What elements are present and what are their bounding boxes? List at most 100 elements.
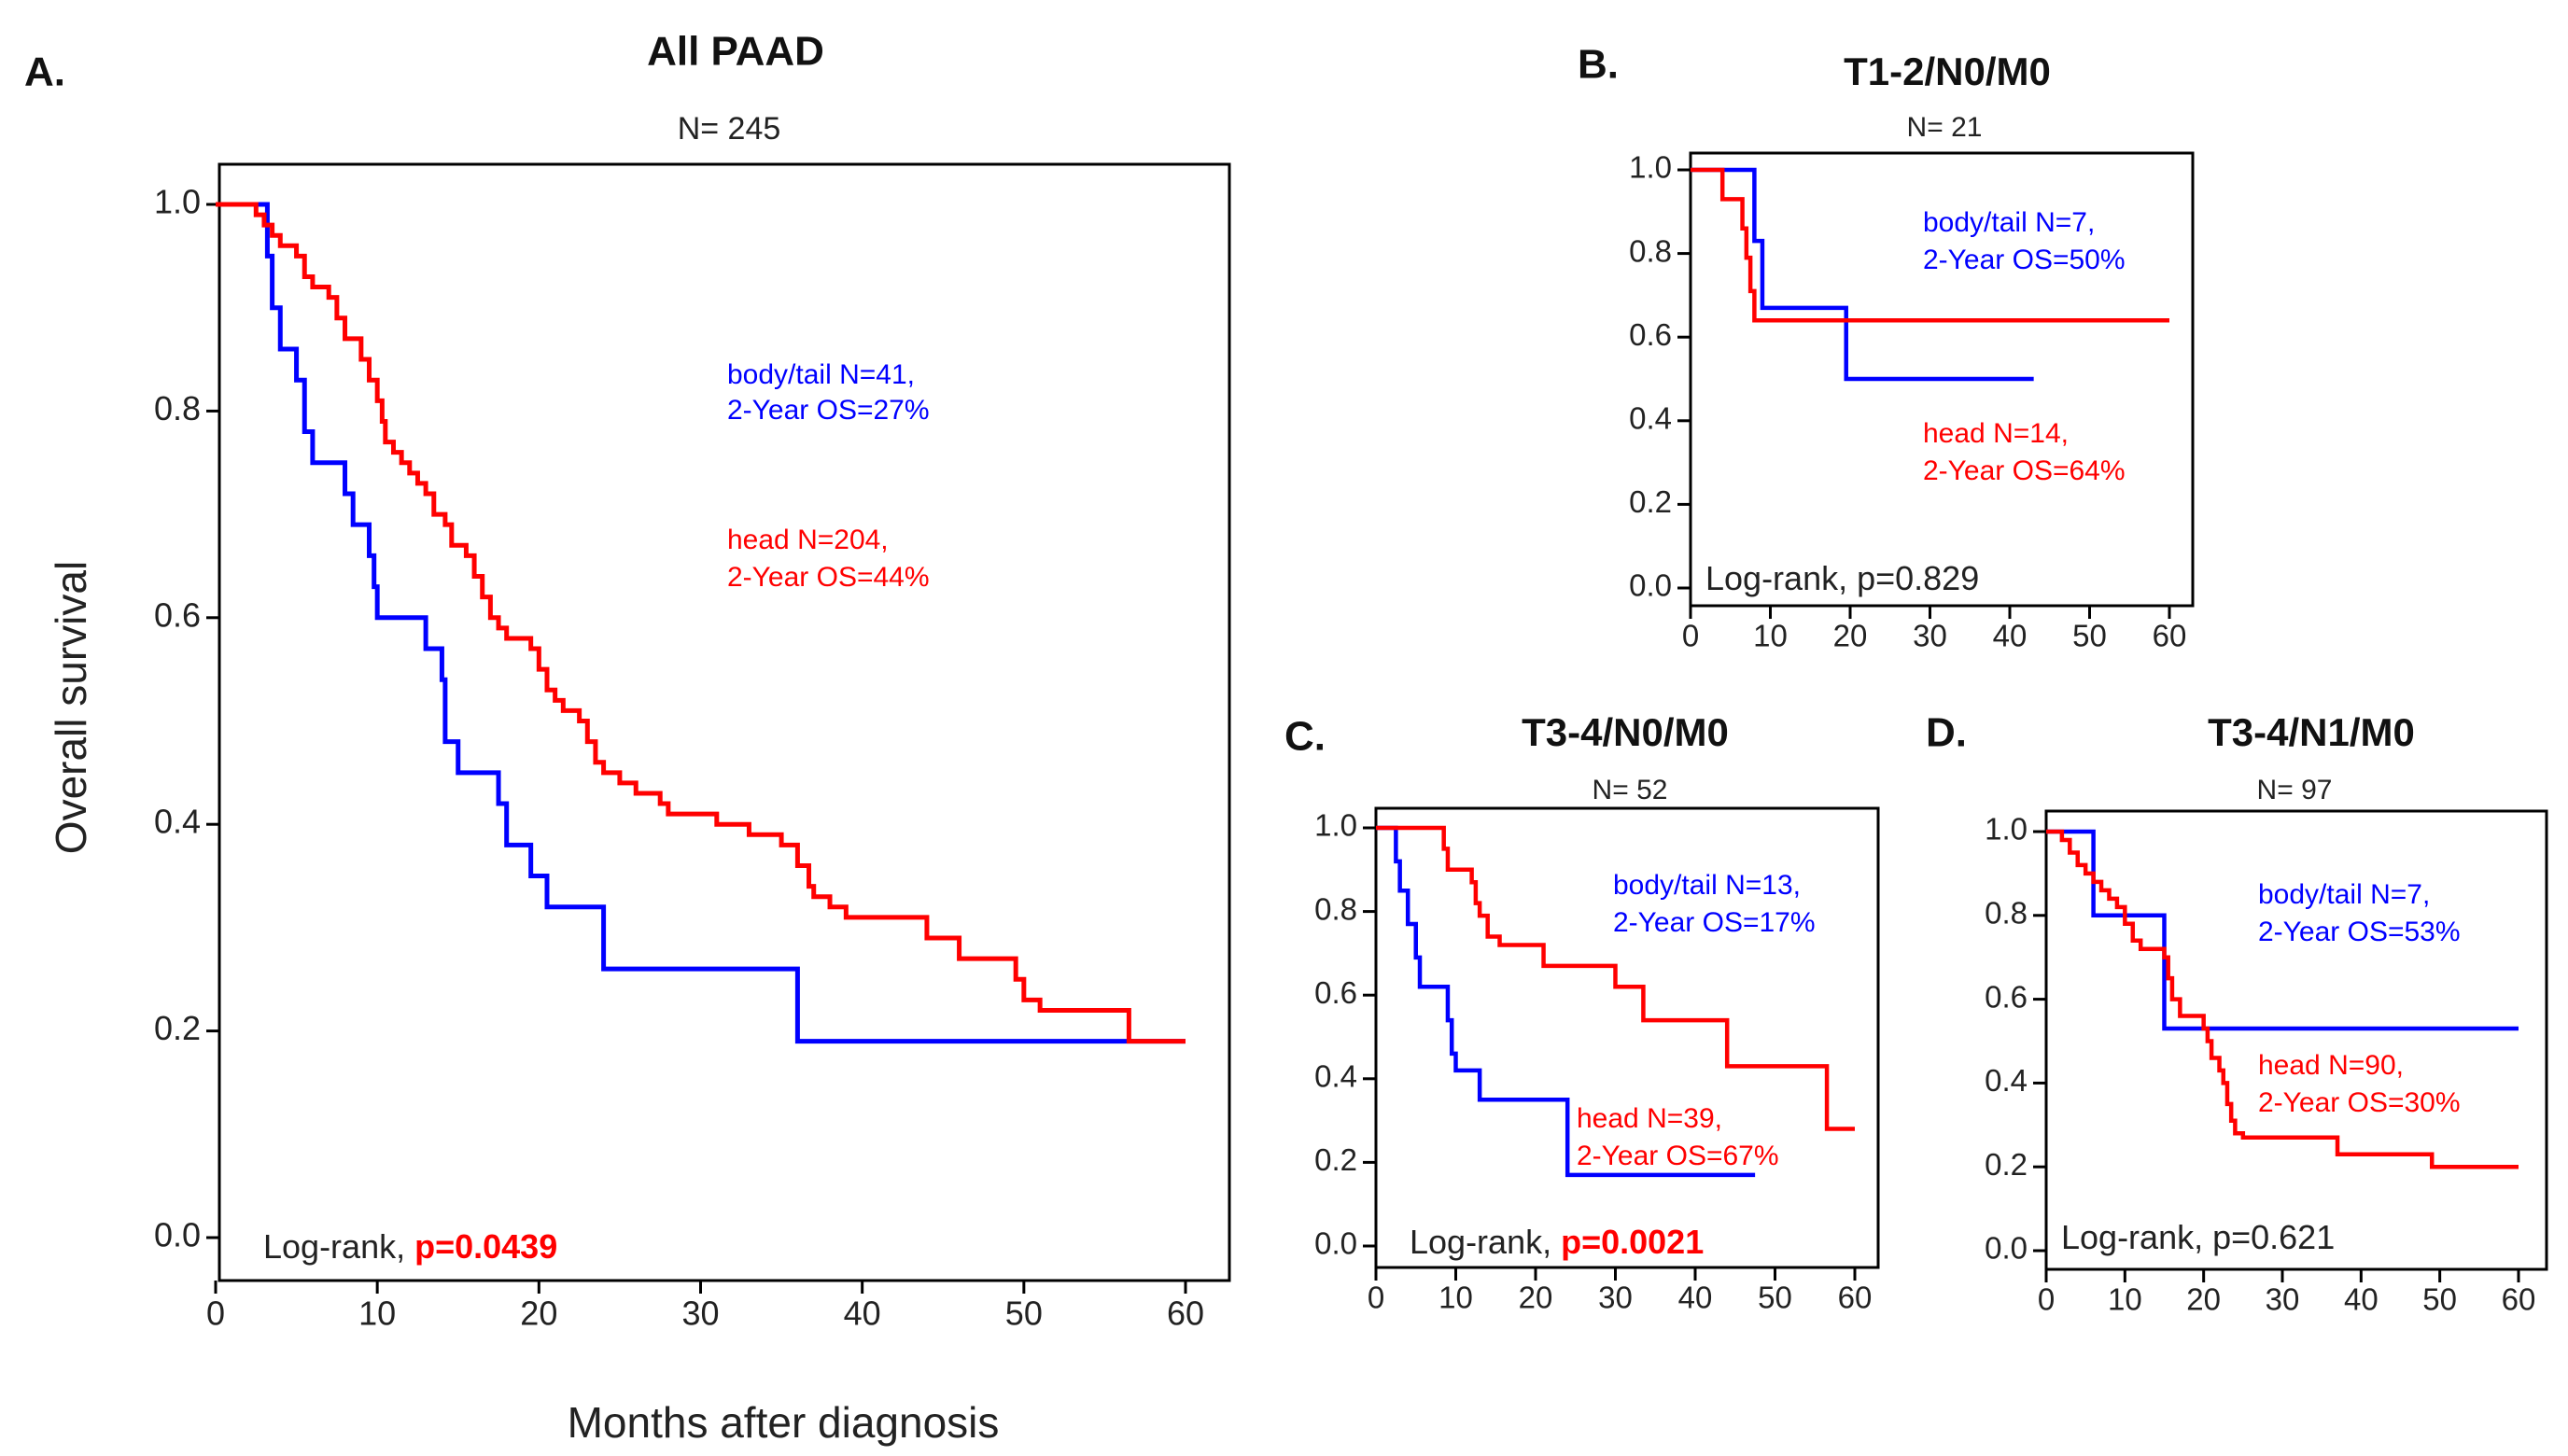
survival-curve-head — [216, 202, 1186, 1044]
x-tick-label: 40 — [2344, 1281, 2379, 1316]
logrank-annotation: Log-rank, p=0.0021 — [1410, 1223, 1704, 1261]
x-tick-label: 50 — [1758, 1280, 1792, 1314]
x-tick-label: 30 — [681, 1294, 719, 1332]
y-tick-label: 1.0 — [154, 183, 201, 221]
chart-subtitle: N= 97 — [2257, 775, 2333, 805]
legend-line-1: body/tail N=7, — [1923, 207, 2095, 238]
x-tick-label: 10 — [358, 1294, 396, 1332]
x-tick-label: 40 — [844, 1294, 881, 1332]
survival-curve-head — [2046, 829, 2519, 1169]
y-tick-label: 0.6 — [1629, 317, 1672, 352]
p-value: p=0.621 — [2212, 1218, 2335, 1256]
x-tick-label: 30 — [1913, 618, 1947, 652]
chart-title: T3-4/N1/M0 — [2208, 710, 2415, 754]
x-tick-label: 30 — [2266, 1281, 2300, 1316]
y-tick-label: 0.8 — [1629, 233, 1672, 268]
panel-label: C. — [1284, 714, 1326, 760]
y-axis-label: Overall survival — [47, 561, 95, 854]
logrank-label: Log-rank, — [1410, 1223, 1561, 1261]
y-tick-label: 0.4 — [1629, 401, 1672, 436]
p-value: p=0.829 — [1857, 559, 1979, 597]
p-value: p=0.0021 — [1561, 1223, 1704, 1261]
logrank-label: Log-rank, — [1705, 559, 1857, 597]
x-tick-label: 50 — [2072, 618, 2107, 652]
x-tick-label: 60 — [1838, 1280, 1873, 1314]
x-tick-label: 40 — [1678, 1280, 1713, 1314]
legend-line-2: 2-Year OS=50% — [1923, 245, 2126, 275]
legend-line-2: 2-Year OS=64% — [1923, 455, 2126, 486]
chart-subtitle: N= 52 — [1593, 775, 1668, 805]
survival-curve-head — [1691, 167, 2169, 323]
y-tick-label: 0.0 — [1985, 1231, 2028, 1266]
y-tick-label: 0.6 — [1985, 979, 2028, 1014]
panel-label: A. — [24, 49, 65, 95]
legend-line-1: body/tail N=13, — [1613, 870, 1801, 901]
legend-line-2: 2-Year OS=44% — [727, 562, 930, 593]
x-axis-label: Months after diagnosis — [568, 1398, 1000, 1447]
x-tick-label: 0 — [2038, 1281, 2055, 1316]
x-tick-label: 20 — [1833, 618, 1868, 652]
legend-line-1: head N=204, — [727, 525, 889, 555]
legend-line-1: head N=14, — [1923, 418, 2069, 449]
plot-frame — [1689, 151, 2195, 608]
y-tick-label: 0.2 — [154, 1009, 201, 1047]
legend-line-2: 2-Year OS=53% — [2258, 917, 2461, 947]
chart-subtitle: N= 21 — [1907, 112, 1983, 143]
survival-curve-body-tail — [1691, 167, 2034, 382]
logrank-label: Log-rank, — [263, 1227, 414, 1266]
plot-frame — [1374, 806, 1880, 1269]
y-tick-label: 0.6 — [154, 595, 201, 634]
y-tick-label: 0.4 — [154, 803, 201, 841]
x-tick-label: 10 — [1438, 1280, 1473, 1314]
x-tick-label: 50 — [1005, 1294, 1043, 1332]
chart-subtitle: N= 245 — [678, 111, 781, 147]
x-tick-label: 20 — [1519, 1280, 1553, 1314]
y-tick-label: 0.8 — [1985, 896, 2028, 931]
x-tick-label: 60 — [2502, 1281, 2536, 1316]
y-tick-label: 0.2 — [1629, 484, 1672, 519]
y-tick-label: 1.0 — [1985, 812, 2028, 847]
p-value: p=0.0439 — [414, 1227, 557, 1266]
y-tick-label: 0.2 — [1985, 1147, 2028, 1182]
legend-line-1: body/tail N=7, — [2258, 879, 2430, 910]
legend-line-2: 2-Year OS=17% — [1613, 907, 1816, 938]
x-tick-label: 0 — [1368, 1280, 1384, 1314]
legend-line-1: head N=90, — [2258, 1050, 2404, 1081]
logrank-annotation: Log-rank, p=0.829 — [1705, 559, 1979, 597]
legend-line-1: body/tail N=41, — [727, 359, 915, 390]
panel-b: B. T1-2/N0/M0 N= 21 0 10 20 30 40 50 60 0.0 0.2 0.4 0… — [1578, 42, 2195, 652]
plot-frame — [2044, 809, 2548, 1271]
survival-curve-body-tail — [216, 202, 1186, 1044]
y-tick-label: 0.0 — [1314, 1226, 1357, 1261]
x-tick-label: 20 — [520, 1294, 557, 1332]
x-tick-label: 20 — [2186, 1281, 2221, 1316]
chart-title: T3-4/N0/M0 — [1522, 710, 1729, 754]
panel-label: D. — [1926, 710, 1967, 756]
survival-curve-body-tail — [1376, 825, 1756, 1178]
legend-line-2: 2-Year OS=67% — [1577, 1141, 1779, 1171]
survival-curve-head — [1376, 825, 1855, 1131]
y-tick-label: 1.0 — [1629, 150, 1672, 185]
y-tick-label: 0.8 — [154, 389, 201, 427]
legend-line-1: head N=39, — [1577, 1103, 1722, 1134]
chart-title: All PAAD — [647, 29, 824, 75]
panel-a: A. All PAAD N= 245 0 10 20 30 40 50 60 0.0 0.2 0.4 0.… — [24, 29, 1231, 1447]
y-tick-label: 0.0 — [1629, 568, 1672, 603]
logrank-label: Log-rank, — [2061, 1218, 2212, 1256]
plot-frame — [218, 162, 1231, 1282]
legend-line-2: 2-Year OS=30% — [2258, 1087, 2461, 1118]
x-tick-label: 50 — [2422, 1281, 2457, 1316]
survival-curve-body-tail — [2046, 829, 2519, 1031]
y-tick-label: 0.8 — [1314, 891, 1357, 926]
x-tick-label: 10 — [2108, 1281, 2142, 1316]
panel-c: C. T3-4/N0/M0 N= 52 0 10 20 30 40 50 60 0.0 0.2 0.4 0… — [1284, 710, 1880, 1314]
y-tick-label: 0.4 — [1314, 1059, 1357, 1094]
x-tick-label: 60 — [2153, 618, 2187, 652]
panel-label: B. — [1578, 42, 1619, 88]
y-tick-label: 0.2 — [1314, 1142, 1357, 1177]
y-tick-label: 0.0 — [154, 1216, 201, 1254]
x-tick-label: 30 — [1598, 1280, 1633, 1314]
x-tick-label: 10 — [1753, 618, 1788, 652]
y-tick-label: 0.4 — [1985, 1063, 2028, 1098]
x-tick-label: 0 — [1682, 618, 1699, 652]
